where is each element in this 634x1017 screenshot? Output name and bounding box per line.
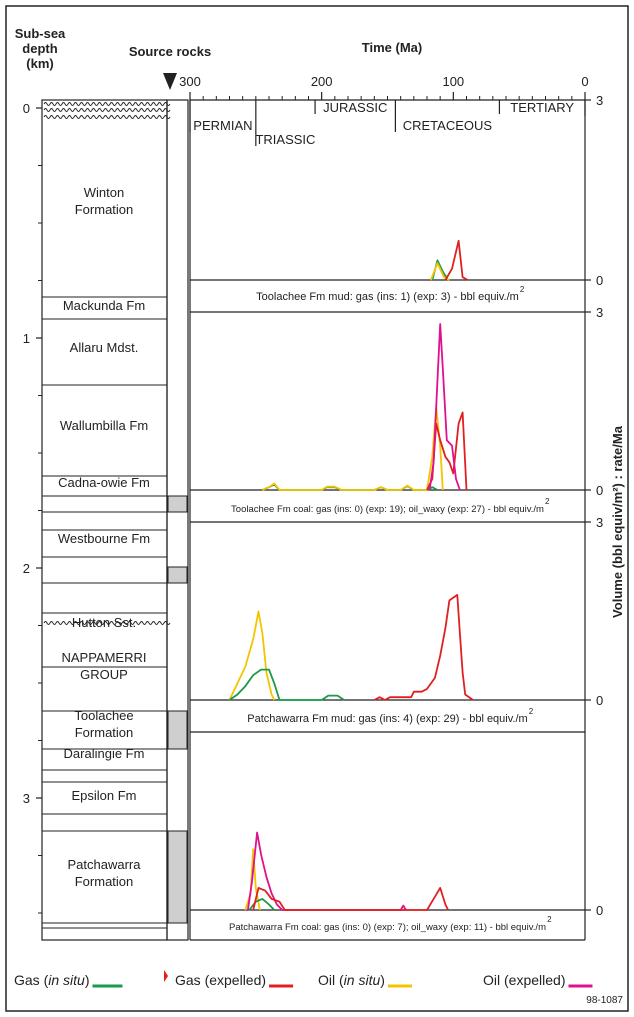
time-tick-label: 0 — [581, 74, 588, 89]
time-tick-label: 300 — [179, 74, 201, 89]
source-rock-column — [166, 99, 189, 941]
source-rock-interval — [167, 495, 188, 513]
chart-panel: 3 0 Toolachee Fm mud: gas (ins: 1) (exp: 3… — [189, 93, 603, 313]
unconformity-line — [43, 621, 171, 625]
time-axis-title: Time (Ma) — [362, 40, 422, 55]
panel-label: Toolachee Fm coal: gas (ins: 0) (exp: 19… — [231, 504, 544, 515]
figure-frame — [5, 5, 629, 1012]
period-label: CRETACEOUS — [403, 118, 493, 133]
time-tick-label: 200 — [311, 74, 333, 89]
period-label: PERMIAN — [193, 118, 252, 133]
y-tick-label: 3 — [596, 515, 603, 530]
depth-tick-label: 0 — [23, 101, 30, 116]
legend-label: Gas (expelled) — [175, 972, 266, 988]
bottom-marker-icon — [164, 970, 168, 982]
superscript-2: 2 — [545, 497, 550, 506]
series-line — [373, 594, 474, 701]
legend-label: Gas (in situ) — [14, 972, 89, 988]
chart-panel: 0 Patchawarra Fm coal: gas (ins: 0) (exp:… — [189, 732, 603, 941]
legend-item: Gas (expelled) — [175, 972, 294, 988]
legend-label-text: Gas ( — [14, 972, 49, 988]
formation-label: Formation — [75, 874, 134, 889]
series-line — [252, 887, 449, 911]
superscript-2: 2 — [547, 915, 552, 924]
y-tick-label: 0 — [596, 693, 603, 708]
legend-label-text: ) — [380, 972, 385, 988]
panel-label: Toolachee Fm mud: gas (ins: 1) (exp: 3) … — [256, 291, 519, 303]
unconformity-line — [43, 108, 171, 112]
series-line — [247, 831, 407, 911]
formation-label: Allaru Mdst. — [70, 340, 139, 355]
series-line — [228, 610, 276, 701]
depth-tick-label: 2 — [23, 561, 30, 576]
series-line — [428, 323, 461, 491]
legend-item: Oil (expelled) — [483, 972, 593, 988]
formation-label: Mackunda Fm — [63, 298, 145, 313]
y-tick-label: 3 — [596, 305, 603, 320]
depth-title-line: depth — [22, 41, 57, 56]
y-tick-label: 0 — [596, 273, 603, 288]
legend-label-text: Oil (expelled) — [483, 972, 565, 988]
formation-label: Daralingie Fm — [64, 746, 145, 761]
formation-label: Westbourne Fm — [58, 531, 150, 546]
formation-label: Winton — [84, 185, 124, 200]
time-tick-label: 100 — [442, 74, 464, 89]
depth-title-line: Sub-sea — [15, 26, 66, 41]
depth-axis-title: Sub-sea depth (km) — [15, 26, 66, 71]
series-line — [444, 239, 469, 281]
formation-label: Cadna-owie Fm — [58, 475, 150, 490]
panel-label: Patchawarra Fm coal: gas (ins: 0) (exp: … — [229, 922, 546, 933]
formation-label: Toolachee — [74, 708, 133, 723]
source-rocks-title: Source rocks — [129, 44, 211, 59]
unconformity-line — [43, 115, 171, 119]
depth-tick-label: 1 — [23, 331, 30, 346]
legend-label-italic: in situ — [344, 972, 381, 988]
formation-label: NAPPAMERRI — [62, 650, 147, 665]
depth-title-line: (km) — [26, 56, 53, 71]
legend-label-text: ) — [85, 972, 90, 988]
formation-label: Wallumbilla Fm — [60, 418, 148, 433]
legend-label-text: Gas (expelled) — [175, 972, 266, 988]
legend-label: Oil (expelled) — [483, 972, 565, 988]
chart-panel: 3 0 Patchawarra Fm mud: gas (ins: 4) (exp:… — [189, 515, 603, 733]
legend-label: Oil (in situ) — [318, 972, 385, 988]
source-rock-interval — [167, 830, 188, 924]
unconformity-line — [43, 102, 171, 106]
source-rock-pointer-icon — [163, 73, 177, 90]
formation-label: Formation — [75, 725, 134, 740]
time-axis: 300 200 100 0 — [179, 74, 589, 101]
legend-item: Oil (in situ) — [318, 972, 412, 988]
y-tick-label: 3 — [596, 93, 603, 108]
series-line — [262, 406, 444, 491]
y-tick-label: 0 — [596, 903, 603, 918]
stratigraphy-layer: Winton Formation Mackunda Fm Allaru Mdst. Wa… — [42, 102, 188, 941]
formation-label: Formation — [75, 202, 134, 217]
formation-label: Epsilon Fm — [71, 788, 136, 803]
superscript-2: 2 — [520, 285, 525, 294]
formation-label: GROUP — [80, 667, 128, 682]
period-label: TERTIARY — [510, 100, 574, 115]
formation-label: Patchawarra — [68, 857, 142, 872]
figure-id: 98-1087 — [586, 995, 623, 1006]
legend-item: Gas (in situ) — [14, 972, 123, 988]
source-rock-interval — [167, 710, 188, 750]
y-tick-label: 0 — [596, 483, 603, 498]
formation-label: Hutton Sst. — [72, 615, 136, 630]
legend-label-text: Oil ( — [318, 972, 344, 988]
legend: Gas (in situ) Gas (expelled) Oil (in situ)… — [14, 972, 593, 988]
legend-label-italic: in situ — [48, 972, 85, 988]
superscript-2: 2 — [529, 707, 534, 716]
chart-panels: 3 0 Toolachee Fm mud: gas (ins: 1) (exp: 3… — [189, 93, 603, 941]
source-rock-interval — [167, 566, 188, 584]
depth-axis: 0 1 2 3 — [23, 101, 42, 914]
y-axis-title: Volume (bbl equiv/m²) : rate/Ma — [610, 425, 625, 618]
period-label: JURASSIC — [323, 100, 387, 115]
series-line — [228, 668, 345, 701]
chart-panel: 3 0 Toolachee Fm coal: gas (ins: 0) (exp: … — [189, 305, 603, 523]
depth-tick-label: 3 — [23, 791, 30, 806]
panel-label: Patchawarra Fm mud: gas (ins: 4) (exp: 2… — [247, 713, 527, 725]
period-label: TRIASSIC — [255, 132, 315, 147]
